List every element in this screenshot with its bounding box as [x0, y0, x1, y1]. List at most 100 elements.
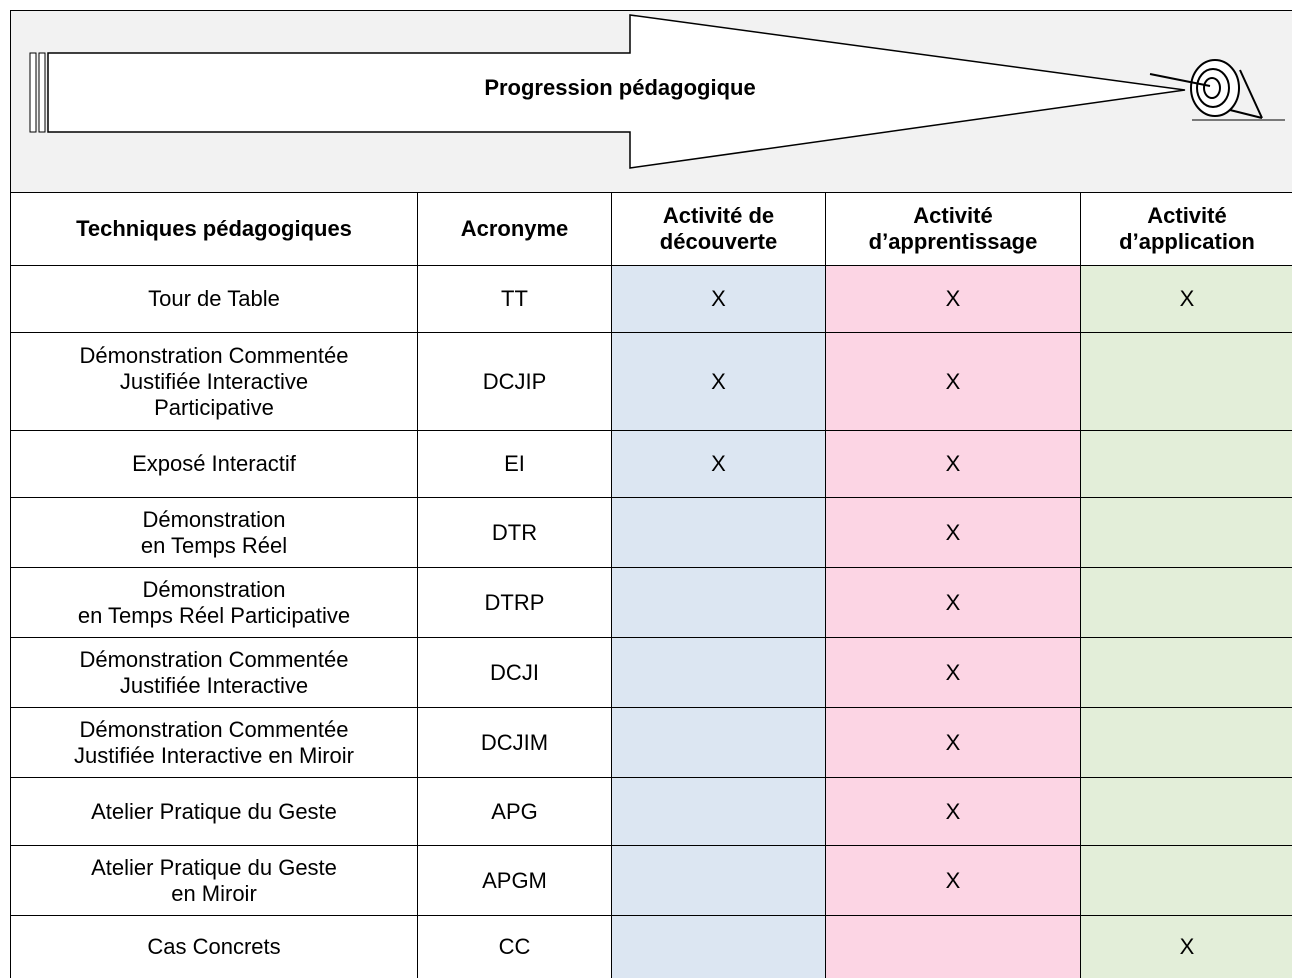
cell-text: X [1179, 934, 1195, 959]
cell-text: DCJIP [482, 368, 547, 394]
table-cell: Exposé Interactif [10, 430, 417, 497]
table-cell: DCJIP [417, 332, 611, 430]
cell-text: Techniques pédagogiques [76, 216, 352, 241]
banner: Progression pédagogique [10, 10, 1292, 192]
cell-text: en Temps Réel Participative [77, 602, 351, 628]
table-cell [1080, 707, 1292, 777]
table-cell [611, 497, 825, 567]
cell-text: X [945, 798, 961, 824]
arrow-tail [29, 52, 37, 133]
table-cell: Démonstration Commentée Justifiée Interac… [10, 637, 417, 707]
cell-text: X [945, 368, 961, 394]
cell-text: EI [504, 451, 525, 476]
table-cell: X [825, 265, 1080, 332]
cell-text: Justifiée Interactive [119, 368, 309, 394]
table-cell: X [611, 265, 825, 332]
table-cell: X [825, 845, 1080, 915]
cell-text: Atelier Pratique du Geste [91, 798, 337, 824]
cell-text: Participative [154, 394, 274, 420]
cell-text: d’application [1119, 229, 1255, 254]
table-cell: Atelier Pratique du Geste en Miroir [10, 845, 417, 915]
cell-text: Tour de Table [148, 286, 280, 311]
cell-text: DCJIM [480, 729, 549, 755]
table-cell: X [825, 707, 1080, 777]
table-cell: X [825, 332, 1080, 430]
cell-text: Cas Concrets [147, 934, 281, 959]
table-cell: X [1080, 915, 1292, 978]
cell-text: X [945, 451, 961, 476]
cell-text: Justifiée Interactive en Miroir [74, 742, 354, 768]
cell-text: X [945, 867, 961, 893]
table-cell: APG [417, 777, 611, 845]
cell-text: X [945, 659, 961, 685]
table-cell: Cas Concrets [10, 915, 417, 978]
cell-text: X [945, 589, 961, 615]
table-cell: X [1080, 265, 1292, 332]
table-cell [611, 845, 825, 915]
table-cell [611, 707, 825, 777]
table-cell: Activité d’application [1080, 192, 1292, 265]
table-cell: DCJI [417, 637, 611, 707]
table-cell: X [825, 430, 1080, 497]
table-cell: DCJIM [417, 707, 611, 777]
table-cell: Atelier Pratique du Geste [10, 777, 417, 845]
table-cell [611, 567, 825, 637]
cell-text: X [1179, 286, 1195, 311]
table-cell [1080, 430, 1292, 497]
table-cell [611, 637, 825, 707]
cell-text: Démonstration [142, 506, 286, 532]
cell-text: CC [498, 934, 531, 959]
cell-text: DCJI [490, 659, 539, 685]
cell-text: X [711, 286, 726, 311]
table-cell: X [611, 430, 825, 497]
table-cell: X [825, 497, 1080, 567]
table-cell [1080, 845, 1292, 915]
table-cell [1080, 332, 1292, 430]
table-cell [1080, 637, 1292, 707]
table-cell: Acronyme [417, 192, 611, 265]
table-cell: Activité de découverte [611, 192, 825, 265]
cell-text: X [945, 519, 961, 545]
cell-text: TT [501, 286, 528, 311]
cell-text: X [711, 368, 726, 394]
cell-text: Démonstration [142, 576, 286, 602]
table-cell: TT [417, 265, 611, 332]
cell-text: Activité [913, 203, 993, 228]
cell-text: en Miroir [171, 880, 257, 906]
cell-text: Démonstration Commentée [79, 342, 349, 368]
table-cell: Démonstration Commentée Justifiée Interac… [10, 332, 417, 430]
cell-text: APG [491, 798, 538, 824]
table-cell [611, 915, 825, 978]
cell-text: Justifiée Interactive [119, 672, 309, 698]
cell-text: d’apprentissage [868, 229, 1038, 254]
table-cell: X [611, 332, 825, 430]
arrow [47, 14, 1186, 169]
cell-text: Activité de [662, 203, 775, 228]
target-icon [1149, 59, 1285, 121]
cell-text: Démonstration Commentée [79, 646, 349, 672]
table-cell [1080, 777, 1292, 845]
table-cell: DTR [417, 497, 611, 567]
table-cell: CC [417, 915, 611, 978]
cell-text: Atelier Pratique du Geste [91, 854, 337, 880]
table-cell: X [825, 567, 1080, 637]
cell-text: Acronyme [460, 216, 569, 241]
table-cell: Démonstration en Temps Réel [10, 497, 417, 567]
cell-text: Démonstration Commentée [79, 716, 349, 742]
table-cell: Tour de Table [10, 265, 417, 332]
table-cell [611, 777, 825, 845]
cell-text: découverte [659, 229, 778, 254]
table-cell: EI [417, 430, 611, 497]
title: Progression pédagogique [484, 75, 755, 100]
table-cell [825, 915, 1080, 978]
cell-text: Activité [1147, 203, 1227, 228]
arrow-tail [38, 52, 46, 133]
table-cell: Démonstration Commentée Justifiée Interac… [10, 707, 417, 777]
table-cell: Activité d’apprentissage [825, 192, 1080, 265]
cell-text: X [945, 286, 961, 311]
table-cell: X [825, 777, 1080, 845]
cell-text: APGM [482, 867, 547, 893]
cell-text: X [945, 729, 961, 755]
table-cell: APGM [417, 845, 611, 915]
